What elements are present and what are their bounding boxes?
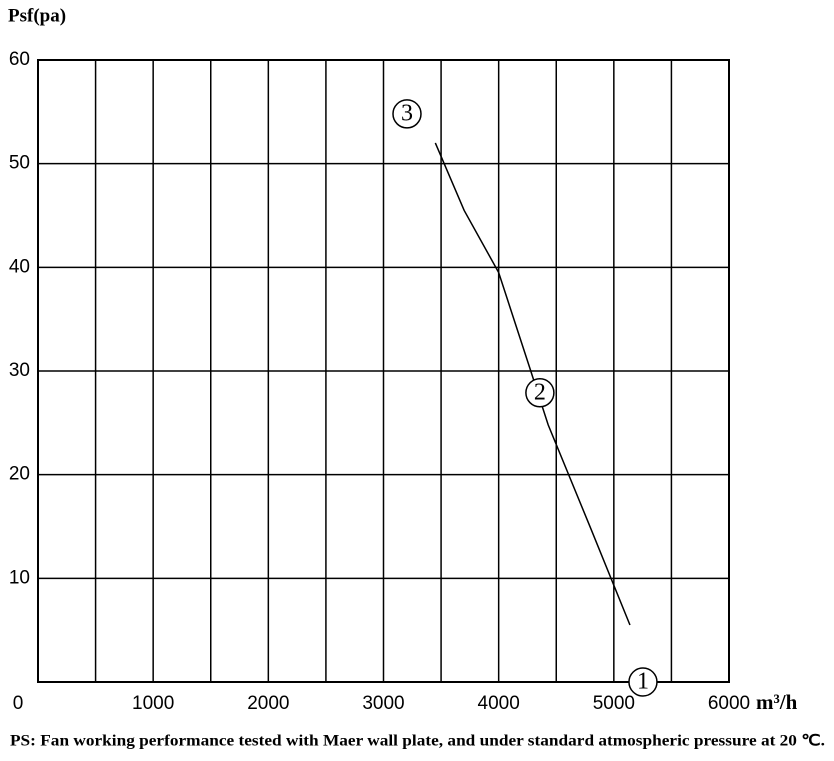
x-tick-label: 0	[13, 693, 24, 714]
y-tick-label: 50	[9, 153, 30, 174]
point-marker	[392, 99, 422, 129]
fan-curve	[434, 142, 631, 626]
point-marker	[628, 667, 658, 697]
x-axis-label: m³/h	[756, 690, 798, 714]
point-marker	[525, 378, 555, 408]
y-tick-label: 40	[9, 256, 30, 277]
y-tick-label: 10	[9, 567, 30, 588]
x-tick-label: 3000	[362, 693, 404, 714]
y-tick-label: 60	[9, 49, 30, 70]
point-label: 2	[534, 379, 546, 405]
x-tick-label: 4000	[478, 693, 520, 714]
y-axis-label: Psf(pa)	[8, 5, 66, 26]
y-tick-label: 20	[9, 464, 30, 485]
x-tick-label: 6000	[708, 693, 750, 714]
footnote: PS: Fan working performance tested with …	[10, 733, 825, 750]
x-tick-label: 5000	[593, 693, 635, 714]
x-tick-label: 1000	[132, 693, 174, 714]
x-tick-label: 2000	[247, 693, 289, 714]
point-label: 1	[637, 669, 649, 695]
point-label: 3	[401, 100, 413, 126]
y-tick-label: 30	[9, 360, 30, 381]
